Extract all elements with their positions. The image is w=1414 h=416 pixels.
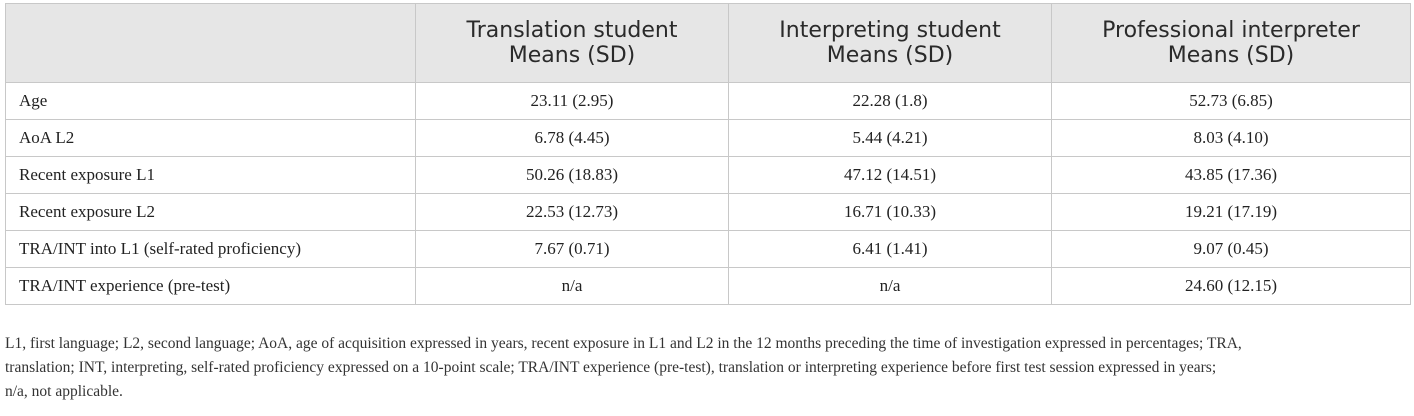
table-row: Age 23.11 (2.95) 22.28 (1.8) 52.73 (6.85… (5, 82, 1411, 120)
value-cell: 19.21 (17.19) (1051, 193, 1411, 231)
value-cell: 6.78 (4.45) (415, 119, 729, 157)
value-cell: 50.26 (18.83) (415, 156, 729, 194)
row-label: Recent exposure L2 (5, 193, 416, 231)
row-label: AoA L2 (5, 119, 416, 157)
table-row: TRA/INT into L1 (self-rated proficiency)… (5, 230, 1411, 268)
header-group-label: Professional interpreter (1102, 18, 1360, 43)
value-cell: 47.12 (14.51) (728, 156, 1052, 194)
header-stat-label: Means (SD) (826, 43, 954, 68)
header-cell-translation-student: Translation student Means (SD) (415, 3, 729, 83)
table-footnote: L1, first language; L2, second language;… (5, 332, 1405, 404)
footnote-line: L1, first language; L2, second language;… (5, 335, 1242, 352)
header-group-label: Interpreting student (779, 18, 1001, 43)
value-cell: n/a (728, 267, 1052, 305)
value-cell: 24.60 (12.15) (1051, 267, 1411, 305)
value-cell: 43.85 (17.36) (1051, 156, 1411, 194)
footnote-line: n/a, not applicable. (5, 383, 123, 400)
value-cell: 22.28 (1.8) (728, 82, 1052, 120)
value-cell: 5.44 (4.21) (728, 119, 1052, 157)
value-cell: n/a (415, 267, 729, 305)
row-label: Recent exposure L1 (5, 156, 416, 194)
value-cell: 7.67 (0.71) (415, 230, 729, 268)
row-label: Age (5, 82, 416, 120)
table-row: Recent exposure L1 50.26 (18.83) 47.12 (… (5, 156, 1411, 194)
value-cell: 16.71 (10.33) (728, 193, 1052, 231)
footnote-line: translation; INT, interpreting, self-rat… (5, 359, 1217, 376)
header-stat-label: Means (SD) (508, 43, 636, 68)
table-row: TRA/INT experience (pre-test) n/a n/a 24… (5, 267, 1411, 305)
value-cell: 9.07 (0.45) (1051, 230, 1411, 268)
header-cell-empty (5, 3, 416, 83)
value-cell: 6.41 (1.41) (728, 230, 1052, 268)
value-cell: 22.53 (12.73) (415, 193, 729, 231)
value-cell: 8.03 (4.10) (1051, 119, 1411, 157)
table-header-row: Translation student Means (SD) Interpret… (5, 3, 1411, 83)
data-table-container: Translation student Means (SD) Interpret… (5, 3, 1411, 305)
header-cell-professional-interpreter: Professional interpreter Means (SD) (1051, 3, 1411, 83)
header-stat-label: Means (SD) (1167, 43, 1295, 68)
row-label: TRA/INT experience (pre-test) (5, 267, 416, 305)
value-cell: 52.73 (6.85) (1051, 82, 1411, 120)
table-row: Recent exposure L2 22.53 (12.73) 16.71 (… (5, 193, 1411, 231)
value-cell: 23.11 (2.95) (415, 82, 729, 120)
header-group-label: Translation student (466, 18, 678, 43)
header-cell-interpreting-student: Interpreting student Means (SD) (728, 3, 1052, 83)
row-label: TRA/INT into L1 (self-rated proficiency) (5, 230, 416, 268)
table-row: AoA L2 6.78 (4.45) 5.44 (4.21) 8.03 (4.1… (5, 119, 1411, 157)
participant-characteristics-table: Translation student Means (SD) Interpret… (5, 3, 1411, 305)
